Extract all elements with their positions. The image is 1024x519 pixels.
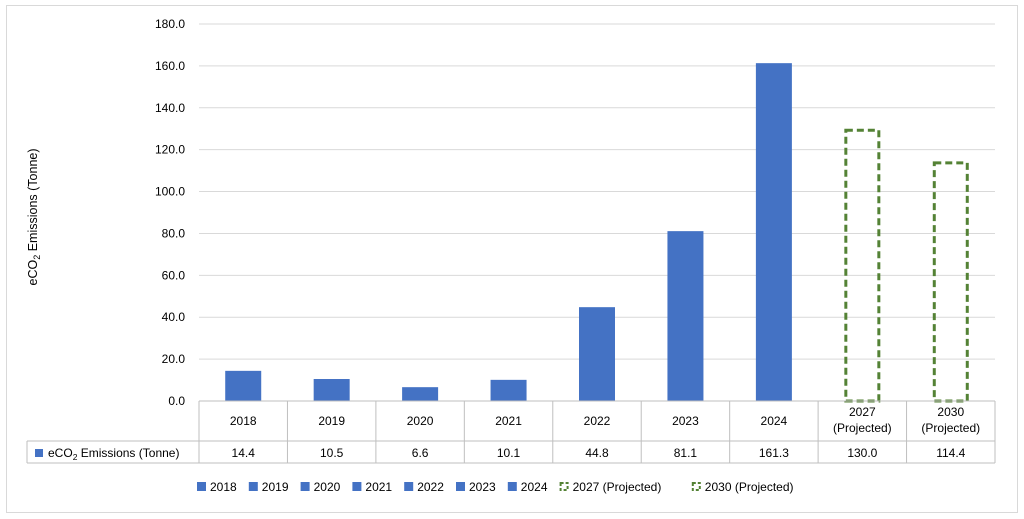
category-label: 2023 xyxy=(672,414,699,428)
bars xyxy=(225,63,969,403)
bar xyxy=(313,379,350,401)
legend-label: 2019 xyxy=(262,480,289,494)
category-label-sub: (Projected) xyxy=(921,421,980,435)
y-axis-ticks: 0.0 20.0 40.0 60.0 80.0 100.0 120.0 140.0 160.0 1… xyxy=(155,17,185,408)
legend-label: 2030 (Projected) xyxy=(705,480,794,494)
legend-swatch-projected xyxy=(691,482,701,491)
gridlines xyxy=(199,23,995,360)
legend: 2018 2019 2020 2021 2022 2023 2024 2027 (Projec… xyxy=(197,480,794,494)
legend-label: 2023 xyxy=(469,480,496,494)
y-tick-label: 140.0 xyxy=(155,101,185,115)
legend-label: 2024 xyxy=(521,480,548,494)
emissions-bar-chart: 0.0 20.0 40.0 60.0 80.0 100.0 120.0 140.0 160.0 1… xyxy=(26,17,996,494)
value-label: 130.0 xyxy=(847,446,877,460)
legend-swatch xyxy=(300,482,310,491)
legend-label: 2018 xyxy=(210,480,237,494)
bar xyxy=(667,231,704,401)
value-label: 10.1 xyxy=(497,446,521,460)
bar xyxy=(402,387,439,401)
bar xyxy=(579,307,615,401)
y-tick-label: 60.0 xyxy=(162,268,186,282)
legend-swatch xyxy=(197,482,206,491)
value-label: 114.4 xyxy=(936,446,965,460)
bar xyxy=(755,63,792,402)
category-labels: 2018 2019 2020 2021 2022 2023 2024 2027 (Project… xyxy=(230,405,980,435)
value-label: 44.8 xyxy=(585,446,609,460)
category-label: 2019 xyxy=(318,414,345,428)
y-tick-label: 40.0 xyxy=(162,310,186,324)
legend-label: 2021 xyxy=(365,480,392,494)
legend-label: 2027 (Projected) xyxy=(573,480,662,494)
category-label: 2020 xyxy=(407,414,434,428)
category-label-sub: (Projected) xyxy=(833,421,892,435)
value-label: 161.3 xyxy=(759,446,789,460)
projected-bar xyxy=(844,128,881,403)
y-tick-label: 20.0 xyxy=(162,352,186,366)
legend-swatch xyxy=(507,482,517,491)
category-label: 2024 xyxy=(761,414,788,428)
legend-swatch xyxy=(352,482,362,491)
category-label: 2021 xyxy=(495,414,522,428)
data-table-lines xyxy=(26,400,996,464)
category-label: 2027 xyxy=(849,405,876,419)
y-axis-label-main: eCO xyxy=(26,260,40,286)
legend-swatch xyxy=(404,482,414,491)
legend-label: 2020 xyxy=(314,480,341,494)
row-label-main: eCO xyxy=(48,446,73,460)
y-tick-label: 0.0 xyxy=(168,394,185,408)
y-axis-label: eCO2 Emissions (Tonne) xyxy=(26,148,42,285)
y-tick-label: 180.0 xyxy=(155,17,185,31)
y-tick-label: 80.0 xyxy=(162,226,186,240)
legend-swatch xyxy=(248,482,258,491)
data-table-row-label: eCO2 Emissions (Tonne) xyxy=(48,446,179,462)
bar xyxy=(225,370,262,401)
legend-swatch xyxy=(456,482,465,491)
y-tick-label: 120.0 xyxy=(155,143,185,157)
value-label: 6.6 xyxy=(412,446,429,460)
data-table-row-key xyxy=(35,449,43,457)
category-label: 2018 xyxy=(230,414,257,428)
y-axis-label-sub: 2 xyxy=(32,255,42,260)
row-label-sub: 2 xyxy=(73,452,78,462)
legend-swatch-projected xyxy=(559,482,569,491)
data-table: eCO2 Emissions (Tonne) 2018 2019 2020 2021 2… xyxy=(26,400,996,464)
y-tick-label: 160.0 xyxy=(155,59,185,73)
y-tick-label: 100.0 xyxy=(155,185,185,199)
legend-label: 2022 xyxy=(417,480,444,494)
value-label: 14.4 xyxy=(232,446,256,460)
y-axis-label-rest: Emissions (Tonne) xyxy=(26,148,40,254)
category-label: 2022 xyxy=(584,414,611,428)
value-label: 81.1 xyxy=(674,446,698,460)
chart-frame: 0.0 20.0 40.0 60.0 80.0 100.0 120.0 140.0 160.0 1… xyxy=(6,5,1018,513)
row-label-rest: Emissions (Tonne) xyxy=(77,446,179,460)
bar xyxy=(490,379,527,401)
value-label: 10.5 xyxy=(320,446,344,460)
category-label: 2030 xyxy=(937,405,964,419)
projected-bar xyxy=(932,161,969,403)
value-labels: 14.4 10.5 6.6 10.1 44.8 81.1 161.3 130.0 114.4 xyxy=(232,446,966,460)
